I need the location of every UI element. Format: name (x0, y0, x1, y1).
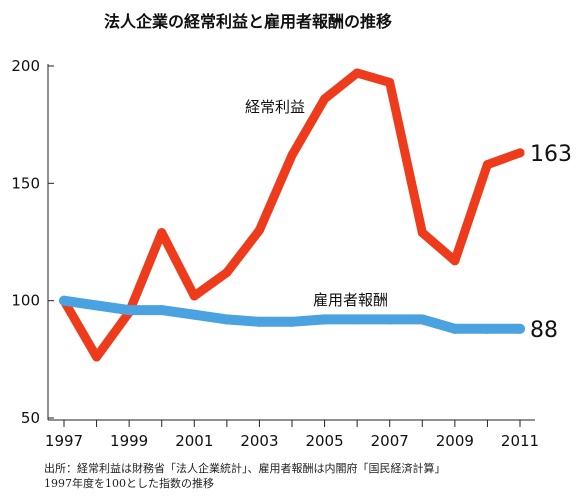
data-point (482, 323, 493, 334)
series-end-value-label: 163 (530, 142, 572, 167)
x-ticks: 1997 1999 2001 2003 2005 2007 2009 2011 (45, 420, 539, 450)
series-name-label: 経常利益 (245, 98, 305, 116)
data-point (254, 316, 265, 327)
y-tick-label: 200 (11, 57, 40, 75)
x-tick-label: 2005 (305, 432, 343, 450)
x-tick-label: 2009 (436, 432, 474, 450)
data-point (156, 305, 167, 316)
data-point (352, 314, 363, 325)
data-point (59, 295, 69, 306)
data-point (320, 94, 330, 104)
data-point (449, 323, 460, 334)
data-point (515, 323, 525, 334)
data-point (384, 314, 395, 325)
data-point (287, 316, 297, 327)
data-point (221, 314, 232, 325)
data-point (157, 228, 167, 238)
data-point (189, 309, 200, 320)
source-note: 出所：経常利益は財務省「法人企業統計」、雇用者報酬は内閣府「国民経済計算」 (44, 462, 446, 475)
data-point (385, 77, 395, 87)
series-labels: 経常利益 163 雇用者報酬 88 (245, 98, 572, 343)
y-tick-label: 50 (21, 409, 40, 427)
data-point (92, 352, 102, 362)
y-tick-label: 100 (11, 292, 40, 310)
data-point (417, 228, 427, 238)
data-point (482, 160, 492, 170)
data-point (515, 148, 525, 158)
x-tick-label: 2011 (501, 432, 539, 450)
y-tick-label: 150 (11, 174, 40, 192)
x-tick-label: 2007 (371, 432, 409, 450)
x-tick-label: 1997 (45, 432, 83, 450)
data-point (287, 150, 297, 160)
data-point (189, 291, 199, 301)
data-point (222, 268, 232, 278)
series-lines (59, 68, 525, 362)
series-end-value-label: 88 (530, 318, 558, 343)
data-point (417, 314, 428, 325)
series-name-label: 雇用者報酬 (313, 291, 388, 309)
x-tick-label: 2001 (175, 432, 213, 450)
chart-title: 法人企業の経常利益と雇用者報酬の推移 (104, 12, 392, 31)
y-ticks: 200 150 100 50 (11, 57, 54, 427)
data-point (319, 314, 330, 325)
x-tick-label: 2003 (240, 432, 278, 450)
data-point (91, 300, 102, 311)
data-point (124, 305, 135, 316)
data-point (352, 68, 362, 78)
data-point (450, 256, 460, 266)
data-point (254, 225, 264, 235)
x-tick-label: 1999 (110, 432, 148, 450)
index-note: 1997年度を100とした指数の推移 (44, 477, 214, 490)
